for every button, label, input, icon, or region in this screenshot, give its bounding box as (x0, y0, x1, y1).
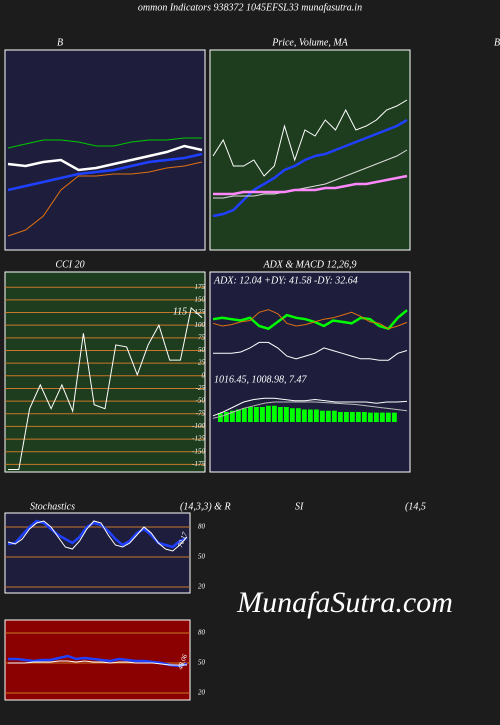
series-line (212, 309, 408, 330)
y-tick-label: 175 (195, 283, 206, 291)
histogram-bar (248, 407, 253, 422)
histogram-bar (362, 412, 367, 422)
series-line (8, 654, 188, 668)
histogram-bar (338, 412, 343, 422)
histogram-bar (314, 409, 319, 422)
panel-title: Price, Volume, MA (271, 37, 348, 48)
histogram-bar (272, 405, 277, 422)
watermark: MunafaSutra.com (236, 586, 453, 619)
panel (4, 271, 206, 473)
y-tick-label: -125 (192, 435, 205, 443)
series-line (7, 152, 203, 192)
series-line (7, 520, 188, 552)
panel (4, 512, 191, 594)
histogram-bar (308, 409, 313, 422)
histogram-bar (296, 408, 301, 422)
histogram-bar (254, 407, 259, 422)
rsi-title: SI (295, 501, 304, 512)
histogram-bar (302, 409, 307, 422)
y-tick-label: -100 (192, 422, 205, 430)
series-line (212, 99, 408, 177)
histogram-bar (218, 413, 223, 422)
series-line (7, 161, 203, 237)
y-tick-label: 0 (202, 371, 206, 379)
stoch-title: Stochastics (30, 501, 75, 512)
y-tick-label: 125 (195, 308, 206, 316)
panel-label: 1016.45, 1008.98, 7.47 (214, 374, 308, 385)
series-line (213, 149, 408, 199)
histogram-bar (284, 407, 289, 422)
y-tick-label: -150 (192, 447, 205, 455)
series-line (212, 397, 408, 417)
histogram-bar (350, 412, 355, 422)
histogram-bar (230, 410, 235, 422)
histogram-bar (260, 407, 265, 422)
histogram-bar (242, 408, 247, 422)
panel (209, 49, 411, 251)
stoch-params: (14,3,3) & R (180, 501, 231, 512)
series-line (213, 174, 408, 196)
panel-title: ADX & MACD 12,26,9 (262, 259, 356, 270)
histogram-bar (224, 412, 229, 422)
y-tick-label: -75 (196, 409, 206, 417)
series-line (8, 660, 188, 666)
corner-label: B (494, 37, 500, 48)
y-tick-label: -175 (192, 460, 205, 468)
histogram-bar (236, 409, 241, 422)
y-tick-label: 20 (198, 583, 206, 591)
rsi-params: (14,5 (405, 501, 426, 512)
series-line (212, 118, 408, 218)
histogram-bar (374, 412, 379, 422)
y-tick-label: 50 (198, 659, 206, 667)
histogram-bar (392, 412, 397, 422)
series-line (213, 341, 408, 361)
panel-title: CCI 20 (55, 259, 84, 270)
series-line (212, 401, 408, 419)
histogram-bar (386, 412, 391, 422)
histogram-bar (344, 412, 349, 422)
panel-title: B (57, 37, 63, 48)
histogram-bar (332, 410, 337, 422)
histogram-bar (266, 405, 271, 422)
page-title: ommon Indicators 938372 1045EFSL33 munaf… (138, 2, 362, 13)
y-tick-label: 75 (198, 333, 206, 341)
panel-label: ADX: 12.04 +DY: 41.58 -DY: 32.64 (213, 275, 358, 286)
histogram-bar (320, 410, 325, 422)
histogram-bar (380, 412, 385, 422)
y-tick-label: 80 (198, 629, 206, 637)
histogram-bar (278, 407, 283, 422)
last-value-label: 115 (173, 306, 187, 317)
y-tick-label: -50 (196, 397, 206, 405)
panel (209, 271, 411, 473)
histogram-bar (368, 412, 373, 422)
series-line (7, 137, 202, 149)
y-tick-label: 50 (198, 553, 206, 561)
histogram-bar (290, 408, 295, 422)
histogram-bar (326, 410, 331, 422)
histogram-bar (356, 412, 361, 422)
y-tick-label: 150 (195, 295, 206, 303)
y-tick-label: -25 (196, 384, 206, 392)
y-tick-label: 100 (195, 321, 206, 329)
series-line (7, 144, 203, 172)
y-tick-label: 25 (198, 359, 206, 367)
y-tick-label: 20 (198, 689, 206, 697)
series-line (8, 306, 203, 470)
y-tick-label: 80 (198, 523, 206, 531)
y-tick-label: 50 (198, 346, 206, 354)
